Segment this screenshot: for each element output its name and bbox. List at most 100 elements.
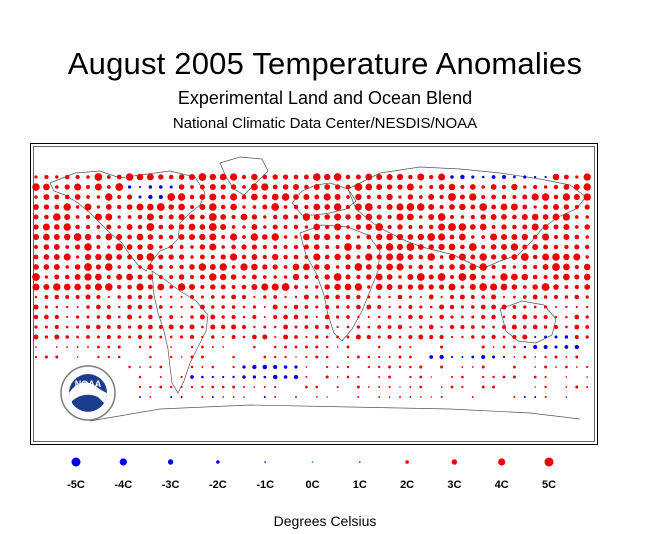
anomaly-dot [502, 325, 506, 329]
anomaly-dot [471, 366, 474, 368]
anomaly-dot [305, 366, 308, 368]
anomaly-dot [533, 205, 537, 209]
anomaly-dot [502, 295, 506, 299]
anomaly-dot [261, 283, 269, 291]
anomaly-dot [408, 304, 413, 310]
anomaly-dot [396, 173, 404, 181]
anomaly-dot [534, 366, 537, 368]
anomaly-dot [251, 284, 258, 290]
anomaly-dot [565, 376, 568, 378]
anomaly-dot [96, 345, 100, 349]
anomaly-dot [512, 334, 517, 340]
anomaly-dot [448, 193, 456, 201]
anomaly-dot [74, 274, 81, 280]
anomaly-dot [449, 294, 455, 300]
anomaly-dot [272, 304, 278, 310]
anomaly-dot [398, 365, 402, 369]
anomaly-dot [385, 243, 394, 251]
anomaly-dot [565, 396, 568, 398]
anomaly-dot [326, 365, 329, 369]
anomaly-dot [366, 234, 372, 240]
anomaly-dot [273, 325, 277, 329]
anomaly-dot [76, 356, 79, 358]
anomaly-dot [117, 345, 121, 349]
anomaly-dot [522, 285, 527, 289]
anomaly-dot [492, 355, 496, 359]
anomaly-dot [523, 345, 527, 349]
anomaly-dot [209, 173, 217, 181]
anomaly-dot [543, 244, 549, 250]
legend-dot [71, 457, 81, 467]
anomaly-dot [96, 324, 101, 330]
anomaly-dot [564, 295, 569, 299]
anomaly-dot [272, 174, 278, 180]
anomaly-dot [346, 375, 350, 379]
anomaly-dot [179, 264, 184, 270]
anomaly-dot [304, 225, 309, 229]
anomaly-dot [95, 273, 102, 281]
anomaly-dot [107, 245, 111, 249]
anomaly-dot [146, 213, 154, 221]
anomaly-dot [512, 295, 516, 299]
anomaly-dot [138, 265, 142, 269]
anomaly-dot [336, 366, 339, 368]
anomaly-dot [574, 264, 579, 270]
anomaly-dot [126, 204, 133, 210]
anomaly-dot [345, 264, 351, 270]
anomaly-dot [137, 334, 143, 340]
anomaly-dot [168, 204, 174, 210]
anomaly-dot [325, 345, 329, 349]
anomaly-dot [158, 264, 163, 270]
anomaly-dot [43, 233, 50, 241]
anomaly-dot [198, 173, 207, 181]
anomaly-dot [169, 185, 173, 189]
anomaly-dot [450, 315, 454, 319]
anomaly-dot [106, 305, 111, 309]
anomaly-dot [378, 386, 381, 388]
anomaly-dot [429, 264, 434, 270]
anomaly-dot [293, 314, 299, 320]
anomaly-dot [471, 175, 475, 179]
anomaly-dot [574, 284, 579, 290]
anomaly-dot [139, 396, 141, 398]
anomaly-dot [127, 294, 132, 300]
anomaly-dot [584, 204, 590, 210]
anomaly-dot [356, 255, 361, 259]
anomaly-dot [251, 263, 258, 271]
anomaly-dot [397, 224, 403, 230]
anomaly-dot [417, 203, 425, 211]
anomaly-dot [136, 283, 144, 291]
anomaly-dot [471, 235, 475, 239]
anomaly-dot [149, 385, 152, 389]
anomaly-dot [386, 193, 393, 201]
anomaly-dot [33, 254, 39, 260]
anomaly-dot [148, 194, 153, 200]
anomaly-dot [460, 174, 465, 180]
anomaly-dot [357, 375, 360, 379]
anomaly-dot [574, 324, 580, 330]
anomaly-dot [523, 175, 527, 179]
anomaly-dot [501, 224, 507, 230]
anomaly-dot [65, 265, 69, 269]
anomaly-dot [295, 356, 297, 358]
anomaly-dot [263, 215, 267, 219]
anomaly-dot [345, 204, 351, 210]
anomaly-dot [252, 375, 257, 379]
anomaly-dot [397, 184, 403, 190]
anomaly-dot [303, 193, 310, 201]
anomaly-dot [439, 304, 445, 310]
anomaly-dot [221, 245, 225, 249]
anomaly-dot [146, 253, 155, 261]
anomaly-dot [470, 294, 475, 300]
anomaly-dot [136, 203, 144, 211]
anomaly-dot [75, 295, 80, 299]
anomaly-dot [460, 324, 465, 330]
anomaly-dot [460, 215, 465, 219]
anomaly-dot [105, 233, 113, 241]
anomaly-dot [304, 325, 309, 329]
anomaly-dot [377, 365, 381, 369]
anomaly-dot [168, 324, 174, 330]
anomaly-dot [574, 234, 580, 240]
anomaly-dot [210, 254, 215, 260]
anomaly-dot [146, 173, 154, 181]
